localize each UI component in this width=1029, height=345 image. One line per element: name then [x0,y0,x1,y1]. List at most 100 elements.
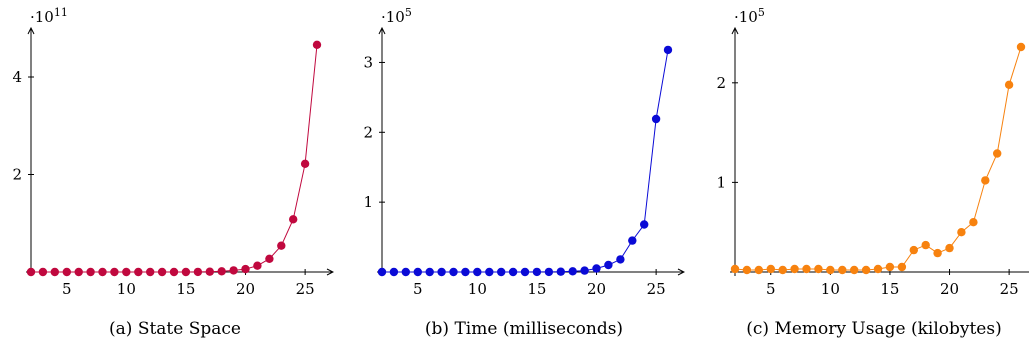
x-tick-label: 5 [62,280,72,298]
data-point [181,267,191,277]
data-point [169,267,179,277]
chart-caption: (c) Memory Usage (kilobytes) [746,319,1001,339]
y-tick-label: 1 [716,173,726,191]
data-point [520,267,530,277]
data-point [205,267,214,276]
x-tick-label: 15 [880,280,899,298]
data-point [485,267,494,277]
data-point [580,266,589,275]
data-point [425,267,434,277]
series-line [31,44,318,273]
chart-panel-2: 5 10 15 20 25 1 2 3 ·105 (b) Time (milliseconds) [363,6,684,339]
x-tick-label: 25 [647,280,666,298]
data-point [312,40,322,49]
y-tick-label: 1 [363,193,373,211]
x-tick-label: 15 [176,280,195,298]
data-point [730,264,740,274]
data-point [873,264,883,274]
data-point [300,159,310,168]
data-point [50,267,59,277]
x-tick-label: 20 [587,280,606,298]
series-line [382,49,669,273]
data-point [62,267,71,277]
data-point [766,264,775,274]
x-tick-label: 25 [296,280,315,298]
data-point [790,264,799,274]
data-point [850,265,859,275]
data-point [449,267,458,277]
data-point [401,267,410,277]
data-point [265,254,274,263]
data-point [802,264,811,274]
y-multiplier: ·105 [734,6,765,26]
y-tick-label: 3 [363,53,373,71]
data-point [861,265,871,275]
x-tick-label: 25 [1000,280,1019,298]
data-point [742,265,752,275]
data-point [754,265,763,275]
data-point [532,267,542,277]
data-point [473,267,482,277]
data-point [933,248,942,258]
data-point [826,265,835,275]
x-tick-label: 10 [821,280,840,298]
data-point [229,266,238,275]
data-point [568,267,577,276]
data-point [241,264,250,274]
data-point [38,267,48,277]
data-point [1004,80,1014,90]
series-line [734,46,1022,271]
data-point [640,220,649,229]
data-point [277,241,286,250]
data-point [1016,42,1026,52]
data-point [921,240,930,250]
y-multiplier: ·1011 [30,6,68,26]
x-tick-label: 20 [940,280,959,298]
data-point [110,267,119,277]
data-point [146,267,155,277]
y-tick-label: 4 [12,68,22,86]
x-tick-label: 10 [117,280,136,298]
data-point [993,149,1002,158]
data-point [389,267,399,277]
data-point [157,267,167,277]
data-point [544,267,554,277]
data-point [945,243,954,253]
data-point [604,260,613,270]
data-point [778,265,787,275]
chart-caption: (a) State Space [109,319,241,339]
data-point [86,267,95,277]
data-point [377,267,387,277]
data-point [497,267,506,277]
x-tick-label: 5 [413,280,423,298]
data-point [508,267,518,277]
data-point [957,228,966,237]
data-point [289,215,298,224]
data-point [217,267,226,276]
y-tick-label: 2 [363,123,373,141]
data-point [122,267,131,277]
data-point [134,267,143,277]
data-point [814,264,823,274]
y-tick-label: 2 [12,166,22,184]
data-point [981,176,990,185]
chart-caption: (b) Time (milliseconds) [425,319,623,339]
x-tick-label: 15 [527,280,546,298]
data-point [628,236,637,245]
data-point [897,262,907,272]
data-point [969,218,978,227]
data-point [556,267,565,276]
data-point [413,267,422,277]
chart-panel-1: 5 10 15 20 25 2 4 ·1011 (a) State Space [12,6,333,339]
data-point [253,261,262,270]
data-point [909,245,918,255]
x-tick-label: 10 [468,280,487,298]
data-point [663,45,673,55]
data-point [437,267,446,277]
data-point [651,114,661,124]
data-point [592,264,601,273]
data-point [461,267,470,277]
chart-panel-3: 5 10 15 20 25 1 2 ·105 (c) Memory Usage (kilobyt… [716,6,1029,339]
data-point [838,265,847,275]
